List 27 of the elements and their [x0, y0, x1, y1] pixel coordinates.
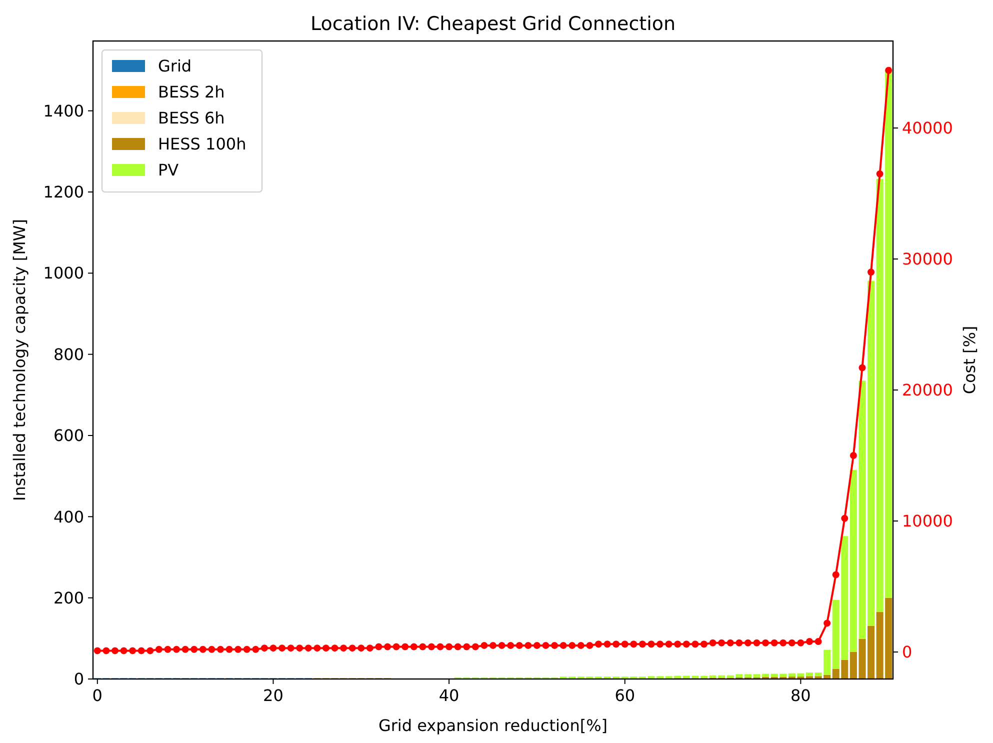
y2-tick-label: 40000: [902, 118, 953, 138]
x-tick-label: 80: [790, 686, 811, 705]
y-tick-label: 800: [53, 344, 84, 364]
y-tick-label: 1400: [43, 101, 84, 120]
legend-label: Grid: [158, 56, 192, 76]
y2-tick-label: 0: [902, 642, 912, 662]
y-tick-label: 1200: [43, 182, 84, 202]
chart-title: Location IV: Cheapest Grid Connection: [310, 13, 676, 35]
y-tick-label: 1000: [43, 264, 84, 283]
y-tick-label: 0: [74, 670, 84, 689]
y-tick-label: 200: [53, 588, 84, 608]
x-tick-label: 40: [438, 686, 460, 705]
y2-tick-label: 30000: [902, 250, 953, 269]
x-tick-label: 0: [92, 686, 102, 705]
x-tick-label: 20: [263, 686, 284, 705]
y2-axis-title: Cost [%]: [960, 326, 979, 394]
y-tick-label: 600: [53, 426, 84, 446]
y2-tick-label: 10000: [902, 512, 953, 531]
x-tick-label: 60: [614, 686, 636, 705]
legend-label: BESS 2h: [158, 82, 225, 102]
x-axis-title: Grid expansion reduction[%]: [378, 716, 608, 735]
y-tick-label: 400: [53, 507, 84, 526]
legend-label: HESS 100h: [158, 134, 246, 154]
legend-label: BESS 6h: [158, 108, 225, 128]
y-axis-title: Installed technology capacity [MW]: [10, 219, 29, 501]
y2-tick-label: 20000: [902, 380, 953, 400]
legend-label: PV: [158, 160, 179, 180]
